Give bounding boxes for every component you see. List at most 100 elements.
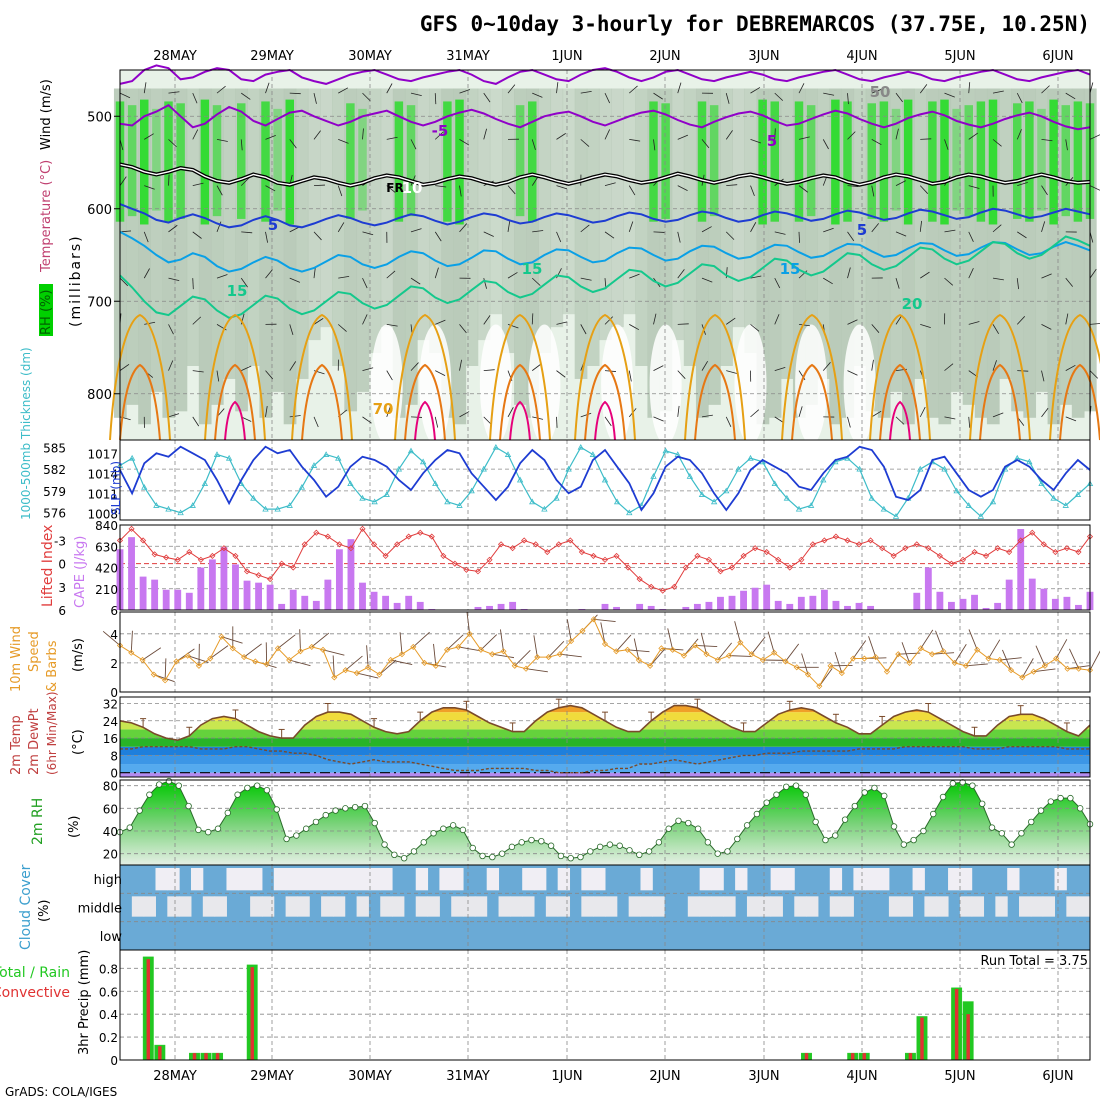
wind-barb <box>580 324 587 335</box>
cape-bar <box>278 603 286 610</box>
rh-saturated-cell <box>394 101 404 222</box>
middle-cloud-clear-cell <box>888 896 902 917</box>
thickness-point <box>250 494 257 501</box>
cape-bar <box>289 589 297 610</box>
lifted-index-point <box>382 552 389 559</box>
wind-barb <box>798 406 803 417</box>
wind-barb <box>580 91 592 94</box>
thickness-point <box>553 494 560 501</box>
wind-barb <box>337 185 343 197</box>
lifted-index-point <box>925 545 932 552</box>
wind-barb <box>919 220 922 232</box>
thickness-point <box>492 443 500 450</box>
lifted-index-point <box>763 548 770 556</box>
thickness-point <box>395 465 403 472</box>
wind-10m-barb <box>299 629 301 652</box>
wind-barb <box>386 185 396 193</box>
rh-point <box>508 843 516 851</box>
wind-speed-point <box>477 646 484 653</box>
rh-point <box>547 842 555 849</box>
wind-barb <box>968 82 971 94</box>
thickness-point <box>989 498 997 505</box>
high-cloud-clear-cell <box>297 868 310 891</box>
cape-bar <box>185 592 193 610</box>
rh-point <box>871 784 878 792</box>
rh-point <box>351 804 359 811</box>
wind-barb <box>847 267 851 279</box>
cape-bar <box>1075 604 1082 610</box>
wind-speed-point <box>782 658 789 665</box>
wind-barb <box>653 92 663 100</box>
middle-cloud-clear-cell <box>652 896 665 917</box>
rh-moist-cell <box>320 88 333 328</box>
thickness-point <box>274 505 281 512</box>
wind-barb <box>168 324 174 335</box>
bottom-date-label: 28MAY <box>153 1069 197 1084</box>
precip-total-legend: Total / Rain <box>0 965 70 981</box>
wind-10m-barb <box>700 632 707 655</box>
rh-moist-cell <box>780 88 794 379</box>
rh-point <box>665 825 672 832</box>
wind-10m-barb <box>533 635 538 658</box>
thickness-point <box>444 498 451 505</box>
wind-barb <box>822 362 831 371</box>
contour-label: 5 <box>767 132 777 150</box>
thickness-point <box>577 443 584 450</box>
wind-barb <box>604 182 616 187</box>
wind-speed-point <box>703 651 710 658</box>
cape-bar <box>162 589 170 610</box>
high-cloud-clear-cell <box>699 868 712 891</box>
wind-speed-point <box>229 645 236 652</box>
wind-barb <box>313 184 326 187</box>
rh-point <box>400 855 408 862</box>
rh-moist-cell <box>574 88 588 379</box>
precip-tick-label: 0.2 <box>99 1031 118 1045</box>
top-date-label: 2JUN <box>649 49 680 64</box>
wind-barb <box>532 92 543 98</box>
high-cloud-clear-cell <box>415 868 429 891</box>
rh-moist-cell <box>271 88 285 392</box>
rh-point <box>685 819 692 827</box>
pressure-tick-label: 600 <box>87 203 112 218</box>
wind-speed-point <box>184 652 191 659</box>
cape-bar <box>763 584 771 610</box>
wind-speed-point <box>522 665 530 672</box>
rh-saturated-cell <box>358 108 367 211</box>
rh-point <box>538 838 545 845</box>
temperature-contour-25 <box>791 363 833 441</box>
wind-barb <box>895 231 907 237</box>
lifted-index-point <box>613 552 620 559</box>
slp-tick-label: 1014 <box>87 467 118 481</box>
pressure-tick-label: 700 <box>87 295 112 310</box>
rh-point <box>675 817 682 824</box>
wind-barb <box>556 321 568 325</box>
rh-point <box>430 830 437 837</box>
thickness-point <box>650 473 657 479</box>
rh-point <box>802 791 810 798</box>
wind-barb <box>434 93 437 105</box>
wind-speed-point <box>545 654 552 661</box>
rh-moist-cell <box>683 88 697 366</box>
cape-bar <box>139 576 147 610</box>
lifted-index-point <box>832 533 840 540</box>
wind-speed-point <box>635 656 642 664</box>
rh-point <box>626 847 633 854</box>
temperature-band <box>120 764 1090 773</box>
precip-tick-label: 0.6 <box>99 985 118 999</box>
wind-barb <box>338 139 349 144</box>
wind-speed-point <box>511 662 518 669</box>
wind-10m-barb <box>834 652 843 674</box>
wind-barb <box>240 177 250 186</box>
thickness-point <box>856 465 863 472</box>
wind-speed-point <box>207 655 214 662</box>
wind-barb <box>653 416 664 422</box>
thickness-point <box>868 494 875 501</box>
lifted-index-point <box>509 545 516 552</box>
wind-10m-barb <box>1021 658 1034 678</box>
temperature-contour-30 <box>414 400 436 441</box>
slp-tick-label: 1017 <box>87 447 118 461</box>
middle-cloud-clear-cell <box>829 896 843 917</box>
wind-barb <box>483 128 487 140</box>
high-cloud-clear-cell <box>439 868 452 891</box>
wind-barb <box>847 416 851 428</box>
